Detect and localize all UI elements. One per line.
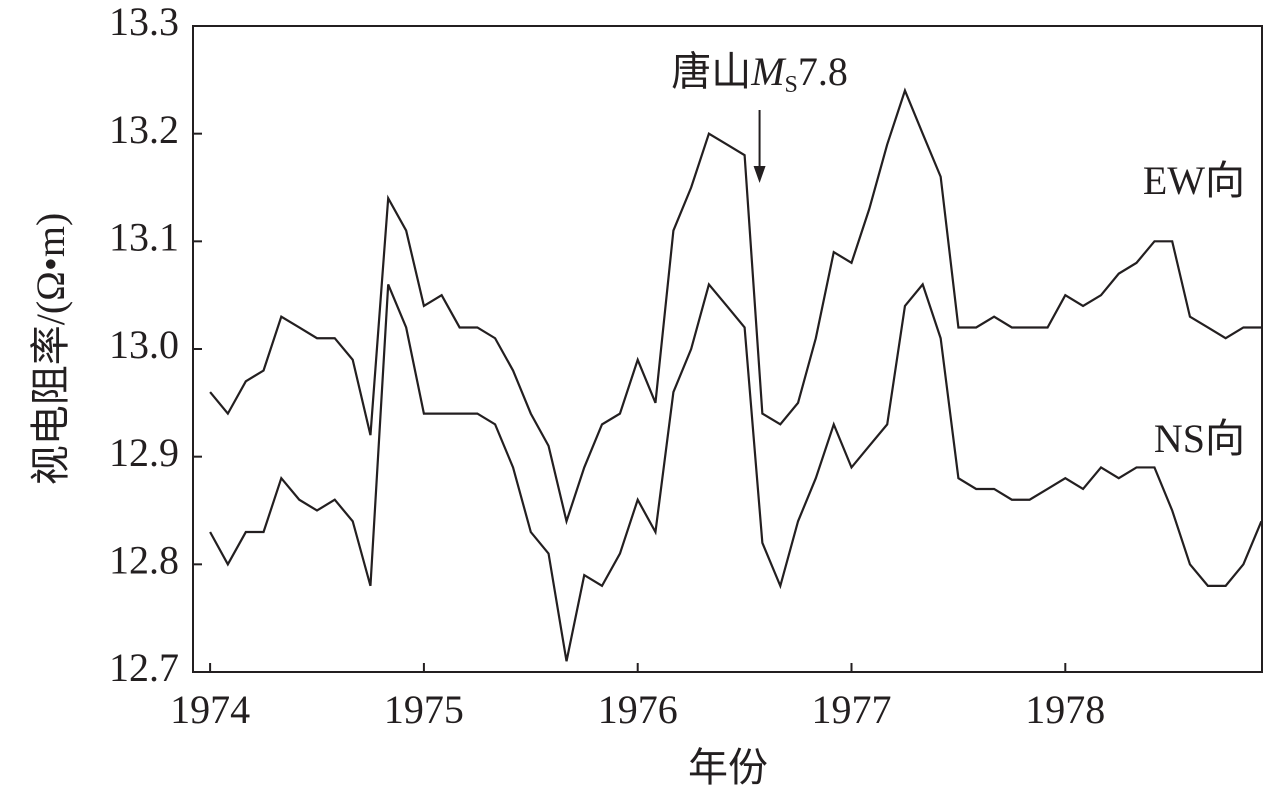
y-tick-label: 13.1 xyxy=(109,215,179,260)
y-tick-label: 13.0 xyxy=(109,322,179,367)
annotation-label: 唐山 xyxy=(671,49,751,94)
y-axis-label: 视电阻率/(Ω•m) xyxy=(28,213,73,486)
annotation: 唐山MS7.8 xyxy=(671,49,848,97)
annotation-magnitude: 7.8 xyxy=(798,49,848,94)
y-tick-label: 12.8 xyxy=(109,538,179,583)
x-tick-label: 1975 xyxy=(384,687,464,732)
x-tick-label: 1976 xyxy=(598,687,678,732)
y-tick-label: 12.9 xyxy=(109,430,179,475)
x-tick-label: 1977 xyxy=(812,687,892,732)
x-tick-label: 1974 xyxy=(170,687,250,732)
x-axis-label: 年份 xyxy=(688,745,768,790)
plot-frame xyxy=(192,25,1263,673)
series-label: NS向 xyxy=(1154,416,1245,461)
y-tick-label: 13.2 xyxy=(109,107,179,152)
annotation-arrowhead xyxy=(753,166,766,183)
x-tick-label: 1978 xyxy=(1025,687,1105,732)
series-line xyxy=(209,87,1262,526)
y-tick-label: 12.7 xyxy=(109,645,179,690)
y-tick-label: 13.3 xyxy=(109,0,179,44)
series-line xyxy=(209,282,1263,662)
series-label: EW向 xyxy=(1143,158,1245,203)
annotation-subscript: S xyxy=(785,72,798,98)
annotation-symbol: M xyxy=(750,49,787,94)
